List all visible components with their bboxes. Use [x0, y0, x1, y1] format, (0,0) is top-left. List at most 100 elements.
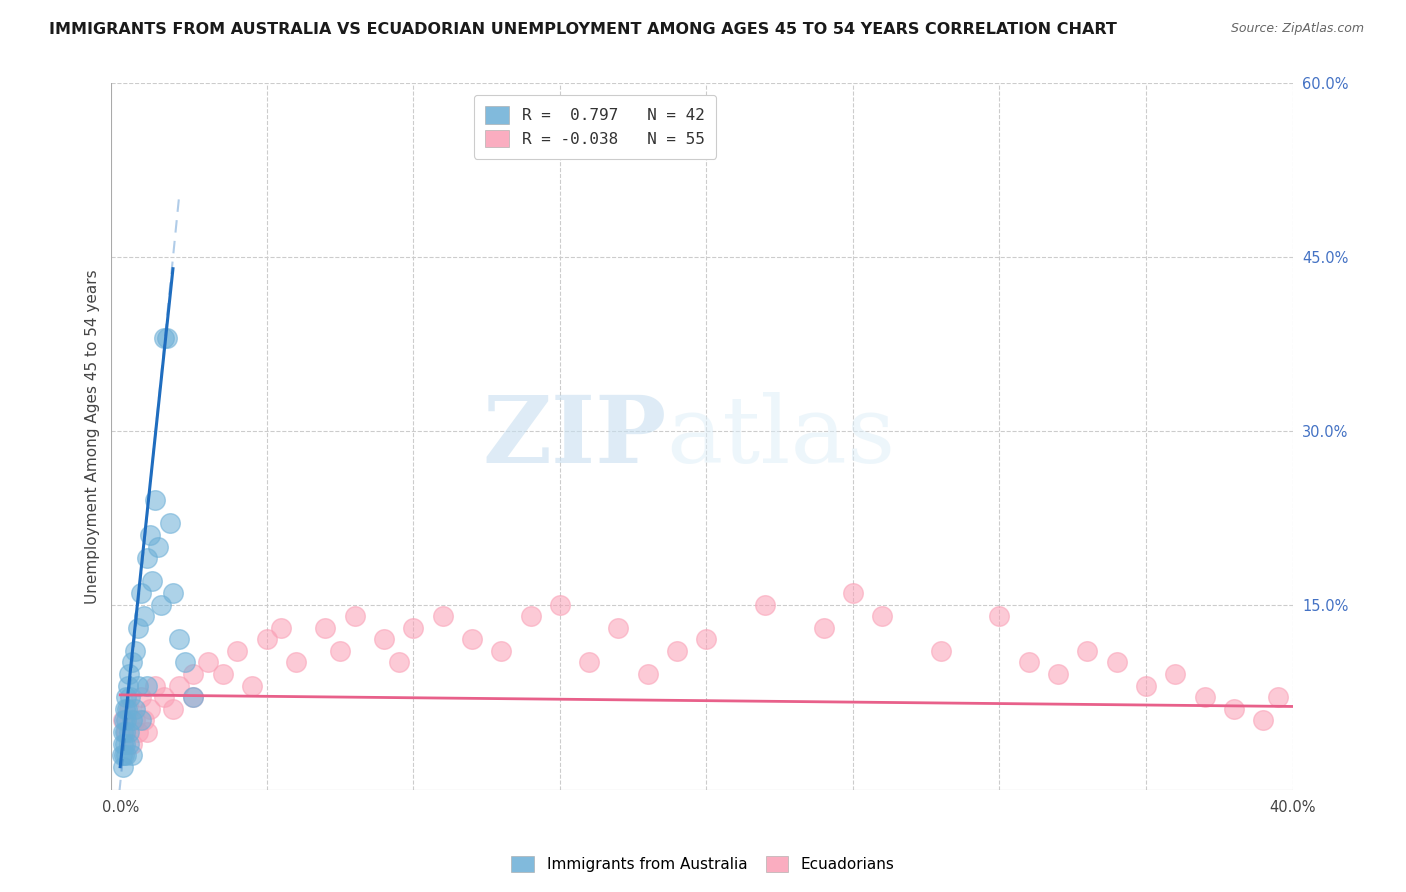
- Point: [813, 621, 835, 635]
- Point: [114, 725, 136, 739]
- Point: [124, 644, 146, 658]
- Text: IMMIGRANTS FROM AUSTRALIA VS ECUADORIAN UNEMPLOYMENT AMONG AGES 45 TO 54 YEARS C: IMMIGRANTS FROM AUSTRALIA VS ECUADORIAN …: [49, 22, 1118, 37]
- Point: [141, 574, 163, 589]
- Point: [461, 632, 484, 647]
- Point: [329, 644, 352, 658]
- Point: [148, 540, 170, 554]
- Point: [121, 748, 143, 763]
- Point: [695, 632, 717, 647]
- Point: [988, 609, 1011, 624]
- Point: [842, 586, 865, 600]
- Point: [121, 656, 143, 670]
- Point: [153, 690, 176, 705]
- Point: [1164, 667, 1187, 681]
- Point: [343, 609, 366, 624]
- Point: [578, 656, 600, 670]
- Point: [112, 714, 135, 728]
- Point: [112, 714, 135, 728]
- Point: [132, 609, 155, 624]
- Point: [1135, 679, 1157, 693]
- Point: [183, 667, 205, 681]
- Legend: R =  0.797   N = 42, R = -0.038   N = 55: R = 0.797 N = 42, R = -0.038 N = 55: [474, 95, 716, 159]
- Point: [1267, 690, 1289, 705]
- Point: [159, 516, 181, 531]
- Point: [121, 737, 143, 751]
- Point: [1018, 656, 1040, 670]
- Point: [197, 656, 219, 670]
- Point: [870, 609, 893, 624]
- Point: [1251, 714, 1274, 728]
- Point: [135, 551, 157, 566]
- Point: [115, 725, 138, 739]
- Point: [145, 679, 167, 693]
- Point: [118, 702, 141, 716]
- Point: [124, 714, 146, 728]
- Point: [240, 679, 263, 693]
- Point: [115, 748, 138, 763]
- Text: Source: ZipAtlas.com: Source: ZipAtlas.com: [1230, 22, 1364, 36]
- Point: [256, 632, 278, 647]
- Point: [127, 621, 149, 635]
- Point: [111, 737, 134, 751]
- Point: [183, 690, 205, 705]
- Point: [129, 586, 152, 600]
- Text: atlas: atlas: [666, 392, 896, 482]
- Legend: Immigrants from Australia, Ecuadorians: Immigrants from Australia, Ecuadorians: [503, 848, 903, 880]
- Point: [402, 621, 425, 635]
- Point: [120, 690, 142, 705]
- Point: [285, 656, 308, 670]
- Point: [112, 725, 135, 739]
- Point: [115, 690, 138, 705]
- Point: [114, 737, 136, 751]
- Point: [754, 598, 776, 612]
- Point: [118, 737, 141, 751]
- Point: [127, 725, 149, 739]
- Point: [167, 679, 190, 693]
- Point: [432, 609, 454, 624]
- Point: [156, 331, 179, 345]
- Point: [132, 714, 155, 728]
- Point: [1223, 702, 1246, 716]
- Point: [519, 609, 541, 624]
- Point: [135, 725, 157, 739]
- Point: [153, 331, 176, 345]
- Point: [114, 702, 136, 716]
- Point: [138, 528, 160, 542]
- Point: [124, 702, 146, 716]
- Point: [1047, 667, 1070, 681]
- Point: [117, 679, 139, 693]
- Point: [127, 679, 149, 693]
- Point: [129, 714, 152, 728]
- Point: [226, 644, 249, 658]
- Point: [270, 621, 292, 635]
- Point: [1076, 644, 1098, 658]
- Point: [112, 748, 135, 763]
- Point: [666, 644, 689, 658]
- Point: [129, 690, 152, 705]
- Point: [111, 748, 134, 763]
- Point: [118, 725, 141, 739]
- Point: [183, 690, 205, 705]
- Point: [929, 644, 952, 658]
- Point: [112, 760, 135, 774]
- Text: ZIP: ZIP: [482, 392, 666, 482]
- Point: [145, 493, 167, 508]
- Point: [138, 702, 160, 716]
- Point: [489, 644, 512, 658]
- Point: [115, 702, 138, 716]
- Point: [135, 679, 157, 693]
- Point: [637, 667, 659, 681]
- Point: [162, 586, 184, 600]
- Point: [373, 632, 395, 647]
- Point: [115, 714, 138, 728]
- Point: [121, 714, 143, 728]
- Y-axis label: Unemployment Among Ages 45 to 54 years: Unemployment Among Ages 45 to 54 years: [86, 269, 100, 604]
- Point: [1105, 656, 1128, 670]
- Point: [1194, 690, 1216, 705]
- Point: [314, 621, 336, 635]
- Point: [211, 667, 233, 681]
- Point: [150, 598, 173, 612]
- Point: [173, 656, 195, 670]
- Point: [388, 656, 411, 670]
- Point: [167, 632, 190, 647]
